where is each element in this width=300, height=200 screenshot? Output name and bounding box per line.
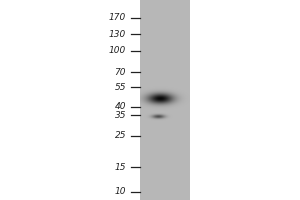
- Text: 15: 15: [115, 163, 126, 172]
- Text: 35: 35: [115, 111, 126, 120]
- Text: 170: 170: [109, 13, 126, 22]
- Bar: [140, 0, 190, 200]
- Text: 100: 100: [109, 46, 126, 55]
- Text: 130: 130: [109, 30, 126, 39]
- Text: 25: 25: [115, 131, 126, 140]
- Text: 70: 70: [115, 68, 126, 77]
- Text: 40: 40: [115, 102, 126, 111]
- Text: 10: 10: [115, 188, 126, 196]
- Text: 55: 55: [115, 83, 126, 92]
